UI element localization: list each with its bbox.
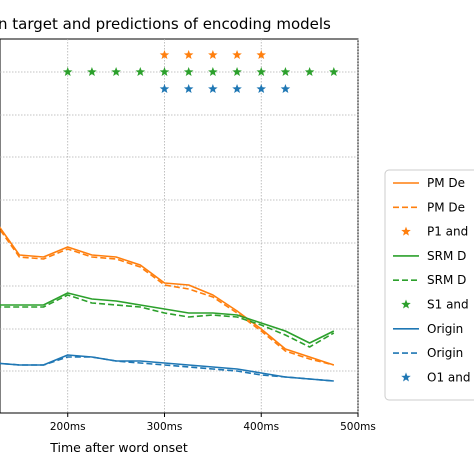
x-tick-label: 200ms [50,421,86,433]
significance-marker [280,84,291,94]
significance-marker [304,67,315,77]
legend-label: Origin [427,346,463,360]
legend-label: O1 and [427,370,470,384]
series-line [0,356,334,382]
plot-frame [0,38,359,414]
significance-marker [208,67,218,77]
significance-marker [232,50,242,60]
significance-marker [135,67,146,77]
significance-marker [62,67,73,77]
significance-marker [159,67,170,77]
legend-label: SRM D [427,249,466,263]
legend-label: P1 and [427,225,468,239]
x-tick-label: 500ms [340,421,376,433]
legend-marker-swatch [401,372,411,382]
chart-title: n target and predictions of encoding mod… [0,15,331,33]
series-line [0,228,334,366]
legend-box [384,169,474,401]
significance-marker [183,84,194,94]
x-axis-ticks: 200ms 300ms 400ms 500ms [50,413,376,433]
plot-area [0,38,359,414]
legend: PM De PM De P1 and SRM D SRM D S1 and Origin Or… [384,169,474,401]
significance-marker [256,84,266,94]
significance-marker [159,50,170,60]
significance-marker [280,67,291,77]
significance-marker [232,84,242,94]
legend-label: PM De [427,176,465,190]
x-tick-label: 400ms [243,421,279,433]
significance-marker [208,50,218,60]
significance-marker [329,67,339,77]
significance-marker [159,84,170,94]
significance-marker [183,50,194,60]
significance-marker [256,67,266,77]
significance-marker [256,50,266,60]
legend-label: S1 and [427,298,469,312]
series-line [0,294,335,348]
significance-marker [111,67,121,77]
significance-marker [208,84,218,94]
legend-marker-swatch [401,226,411,236]
significance-marker [183,67,194,77]
significance-marker [232,67,242,77]
legend-label: Origin [427,322,463,336]
legend-marker-swatch [401,299,411,309]
series-line [0,226,335,366]
significance-marker [87,67,97,77]
series-line [0,292,335,344]
legend-label: PM De [427,200,465,214]
x-axis-label: Time after word onset [49,440,188,455]
x-tick-label: 300ms [147,421,183,433]
legend-label: SRM D [427,273,466,287]
